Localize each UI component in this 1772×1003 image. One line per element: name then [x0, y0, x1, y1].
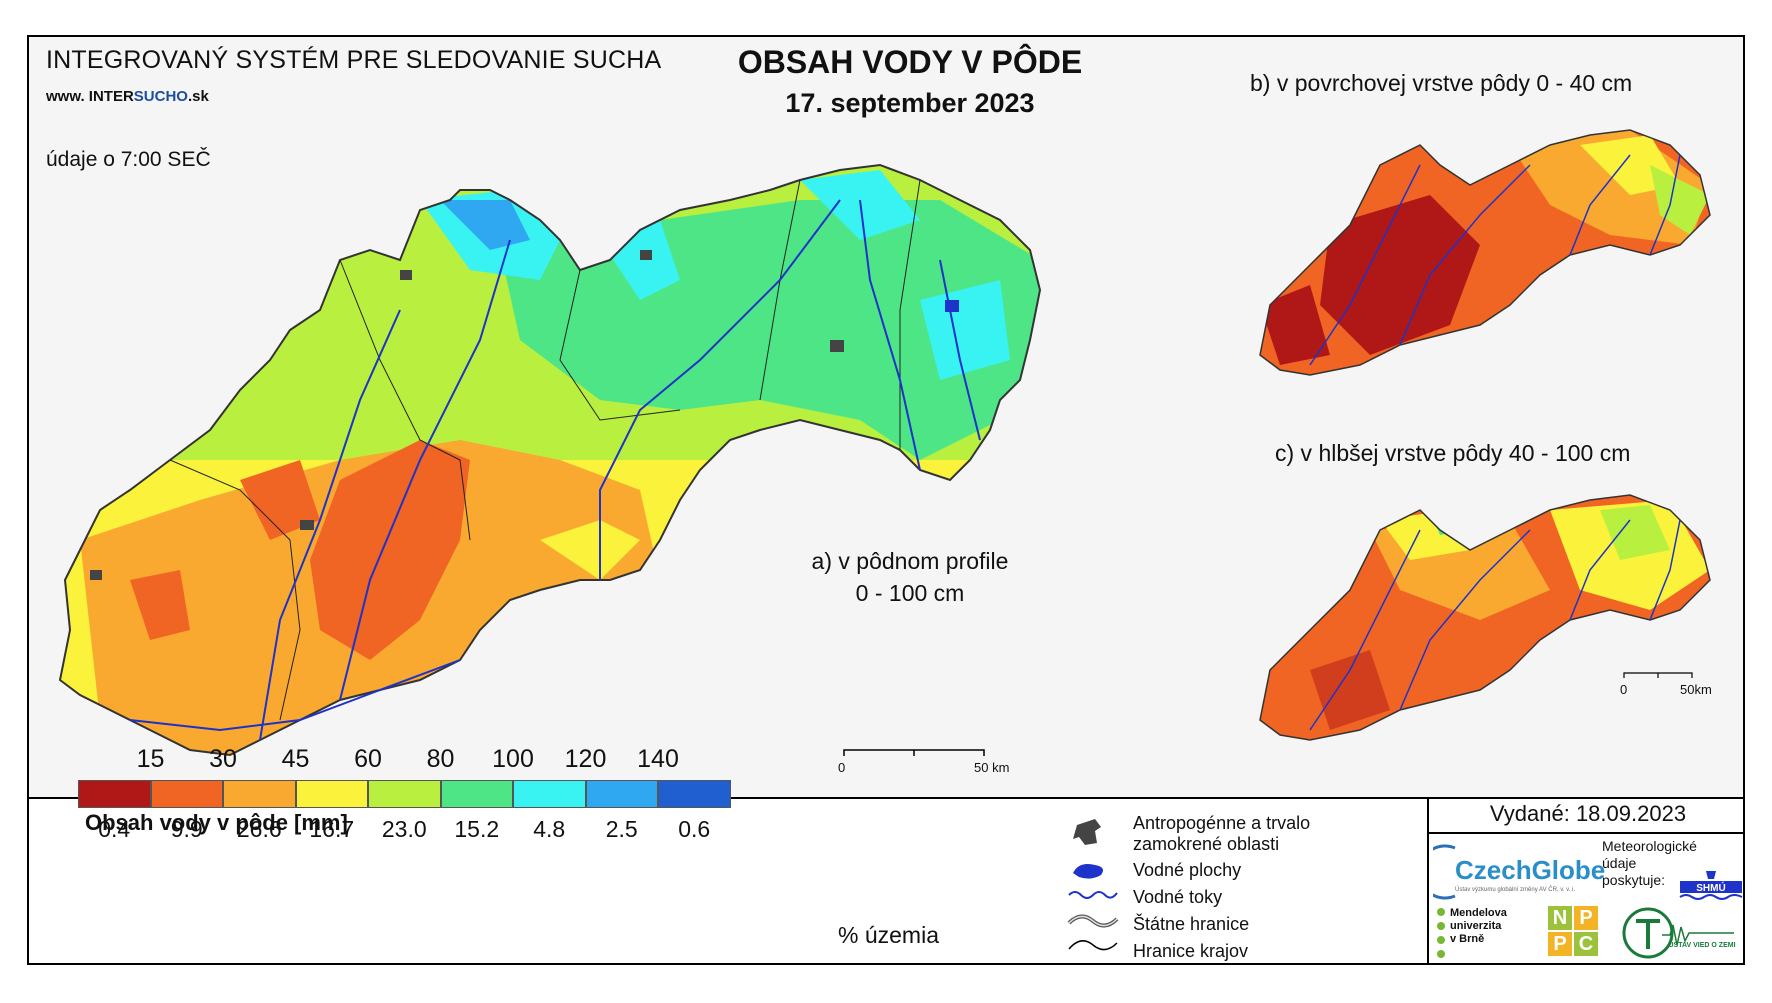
legend-percent: 16.7: [309, 816, 355, 842]
website-url[interactable]: www. INTERSUCHO.sk: [46, 88, 209, 105]
legend-threshold: 100: [492, 745, 534, 773]
scale-main-end: 50 km: [974, 760, 1010, 775]
issued-date: Vydané: 18.09.2023: [1489, 801, 1687, 826]
shmu-text: SHMÚ: [1696, 881, 1725, 894]
legend-percent: 0.4: [98, 816, 131, 842]
legend-threshold: 60: [354, 745, 382, 773]
legend-color-box: [223, 780, 296, 808]
legend-color-box: [658, 780, 731, 808]
data-time: údaje o 7:00 SEČ: [46, 148, 211, 171]
czechglobe-name: CzechGlobe: [1455, 855, 1606, 885]
page-title: OBSAH VODY V PÔDE: [737, 44, 1083, 80]
url-prefix: www. INTER: [46, 88, 134, 105]
url-highlight: SUCHO: [133, 88, 188, 105]
legend-anthropogenic-line2: zamokrené oblasti: [1133, 834, 1280, 854]
main-soil-water-map: [58, 163, 1042, 757]
czechglobe-subtitle: Ústav výzkumu globální změny AV ČR, v. v…: [1455, 887, 1576, 893]
deep-layer-map: [1259, 494, 1711, 741]
legend-anthropogenic: Antropogénne a trvalo zamokrené oblasti: [1133, 813, 1310, 855]
nppc-logo: N P P C: [1548, 906, 1600, 958]
legend-percent: 23.0: [381, 816, 427, 842]
legend-color-box: [513, 780, 586, 808]
anthropogenic-area-icon: [1073, 819, 1101, 845]
river-icon: [1068, 891, 1118, 899]
region-border-icon: [1068, 940, 1118, 951]
legend-title: Obsah vody v pôde [mm]: [85, 810, 348, 835]
legend-anthropogenic-line1: Antropogénne a trvalo: [1133, 813, 1311, 833]
legend-panel: [27, 797, 1745, 965]
scale-bar-main: [843, 749, 985, 756]
czechglobe-logo: [1433, 844, 1456, 900]
legend-percent: 4.8: [533, 816, 566, 842]
legend-color-box: [440, 780, 513, 808]
legend-color-box: [368, 780, 441, 808]
percent-unit: % územia: [838, 922, 939, 948]
nppc-letter-p1: P: [1574, 906, 1598, 930]
legend-threshold: 120: [564, 745, 607, 773]
earth-science-institute-logo: ÚSTAV VIED O ZEMI: [1622, 907, 1736, 959]
legend-percent: 26.6: [236, 816, 282, 842]
water-body-icon: [1073, 864, 1103, 879]
legend-region-borders: Hranice krajov: [1133, 941, 1249, 961]
mendel-line1: Mendelova: [1450, 907, 1507, 919]
nppc-letter-n: N: [1548, 906, 1572, 930]
legend-percent: 2.5: [605, 816, 638, 842]
legend-threshold: 80: [426, 745, 455, 773]
url-suffix: .sk: [187, 88, 209, 105]
footer-divider: [1427, 797, 1429, 965]
mendel-line3: v Brně: [1450, 933, 1485, 945]
map-a-label-line2: 0 - 100 cm: [855, 580, 965, 606]
legend-threshold: 15: [136, 745, 165, 773]
surface-layer-map: [1259, 129, 1711, 376]
scale-small-start: 0: [1620, 682, 1628, 697]
shmu-logo: SHMÚ: [1679, 871, 1743, 900]
legend-color-box: [78, 780, 151, 808]
mendel-university-logo: Mendelova univerzita v Brně: [1450, 907, 1507, 946]
scale-main-start: 0: [838, 760, 846, 775]
legend-threshold: 30: [209, 745, 237, 773]
map-date: 17. september 2023: [785, 88, 1035, 118]
legend-percent: 9.9: [170, 816, 203, 842]
legend-threshold: 45: [281, 745, 310, 773]
legend-percent: 15.2: [454, 816, 500, 842]
legend-color-box: [585, 780, 658, 808]
legend-state-borders: Štátne hranice: [1133, 914, 1250, 934]
uvz-text: ÚSTAV VIED O ZEMI: [1668, 940, 1735, 949]
mendel-line2: univerzita: [1450, 920, 1502, 932]
scale-small-end: 50km: [1680, 682, 1712, 697]
meteo-line3: poskytuje:: [1602, 872, 1666, 888]
map-a-label-line1: a) v pôdnom profile: [811, 548, 1009, 574]
legend-water-bodies: Vodné plochy: [1133, 860, 1242, 880]
map-a-label: a) v pôdnom profile 0 - 100 cm: [770, 545, 1050, 609]
nppc-letter-p2: P: [1548, 932, 1572, 956]
meteo-line2: údaje: [1602, 855, 1637, 871]
meteo-provider-text: Meteorologické údaje poskytuje:: [1602, 838, 1697, 889]
symbol-legend-icons: [1067, 819, 1119, 951]
scale-bar-small: [1623, 672, 1693, 678]
issued-underline: [1428, 832, 1745, 834]
legend-rivers: Vodné toky: [1133, 887, 1223, 907]
map-c-label: c) v hlbšej vrstve pôdy 40 - 100 cm: [1275, 440, 1631, 466]
map-b-label: b) v povrchovej vrstve pôdy 0 - 40 cm: [1250, 70, 1633, 96]
mendel-dots-icon: [1437, 908, 1445, 958]
meteo-line1: Meteorologické: [1602, 838, 1697, 854]
system-title: INTEGROVANÝ SYSTÉM PRE SLEDOVANIE SUCHA: [46, 46, 662, 74]
legend-color-box: [150, 780, 223, 808]
legend-color-box: [295, 780, 368, 808]
nppc-letter-c: C: [1574, 932, 1598, 956]
legend-threshold: 140: [637, 745, 679, 773]
state-border-icon: [1067, 914, 1119, 928]
legend-percent: 0.6: [678, 816, 711, 842]
